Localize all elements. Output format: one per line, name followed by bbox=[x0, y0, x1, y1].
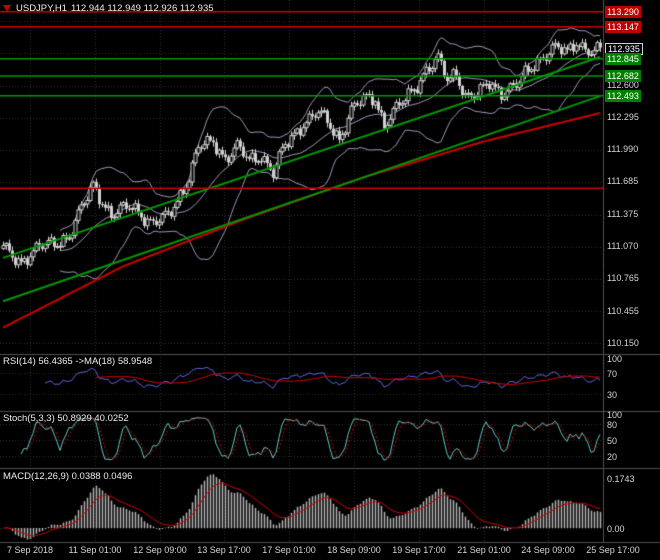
time-axis-label: 18 Sep 09:00 bbox=[327, 545, 381, 555]
price-scale-label: 110.455 bbox=[607, 306, 639, 317]
stoch-scale-label: 20 bbox=[607, 451, 618, 462]
time-axis-label: 25 Sep 17:00 bbox=[586, 545, 640, 555]
stoch-scale-label: 80 bbox=[607, 420, 618, 431]
price-scale-label: 110.765 bbox=[607, 273, 639, 284]
support-level-badge: 112.845 bbox=[605, 52, 641, 65]
time-axis-label: 12 Sep 09:00 bbox=[133, 545, 187, 555]
symbol-marker-icon bbox=[3, 5, 11, 12]
resistance-level-badge: 113.290 bbox=[605, 5, 641, 18]
price-scale-label: 112.600 bbox=[607, 79, 639, 90]
stoch-scale-label: 100 bbox=[607, 410, 623, 420]
rsi-indicator-label: RSI(14) 56.4365 ->MA(18) 58.9548 bbox=[3, 356, 153, 367]
support-level-badge: 112.682 bbox=[605, 69, 641, 82]
price-scale-label: 112.295 bbox=[607, 111, 639, 122]
time-axis-label: 17 Sep 01:00 bbox=[262, 545, 316, 555]
macd-indicator-label: MACD(12,26,9) 0.0388 0.0496 bbox=[3, 471, 133, 482]
price-scale-label: 111.990 bbox=[607, 144, 639, 155]
price-scale-label: 111.070 bbox=[607, 241, 639, 252]
macd-scale-label: 0.00 bbox=[607, 524, 625, 534]
macd-scale-label: 0.1743 bbox=[607, 473, 635, 484]
rsi-scale-label: 70 bbox=[607, 369, 618, 380]
stoch-indicator-label: Stoch(5,3,3) 50.8929 40.0252 bbox=[3, 413, 129, 424]
indicator-scale[interactable]: 100 70 30 100 80 50 20 0.1743 0.00 bbox=[604, 0, 660, 543]
time-axis-label: 13 Sep 17:00 bbox=[197, 545, 251, 555]
price-scale-label: 111.375 bbox=[607, 209, 639, 220]
symbol-timeframe-label: USDJPY,H1 bbox=[16, 3, 68, 14]
stoch-scale-label: 50 bbox=[607, 436, 618, 446]
ohlc-values: 112.944 112.949 112.926 112.935 bbox=[71, 3, 214, 14]
time-scale[interactable]: 7 Sep 2018 11 Sep 01:00 12 Sep 09:00 13 Sep… bbox=[0, 545, 660, 559]
resistance-level-badge: 113.147 bbox=[605, 20, 641, 33]
chart-header: USDJPY,H1 112.944 112.949 112.926 112.93… bbox=[3, 3, 214, 14]
rsi-scale-label: 100 bbox=[607, 354, 623, 364]
price-scale-label: 111.685 bbox=[607, 176, 639, 187]
time-axis-label: 24 Sep 09:00 bbox=[521, 545, 575, 555]
time-axis-label: 19 Sep 17:00 bbox=[392, 545, 446, 555]
rsi-scale-label: 30 bbox=[607, 389, 618, 400]
time-axis-label: 7 Sep 2018 bbox=[6, 545, 54, 555]
time-axis-label: 21 Sep 01:00 bbox=[457, 545, 511, 555]
price-scale-label: 110.150 bbox=[607, 338, 639, 349]
support-level-badge: 112.493 bbox=[605, 89, 641, 102]
price-scale[interactable]: 112.600 112.295 111.990 111.685 111.375 111.0… bbox=[604, 0, 660, 543]
time-axis-label: 11 Sep 01:00 bbox=[68, 545, 122, 555]
